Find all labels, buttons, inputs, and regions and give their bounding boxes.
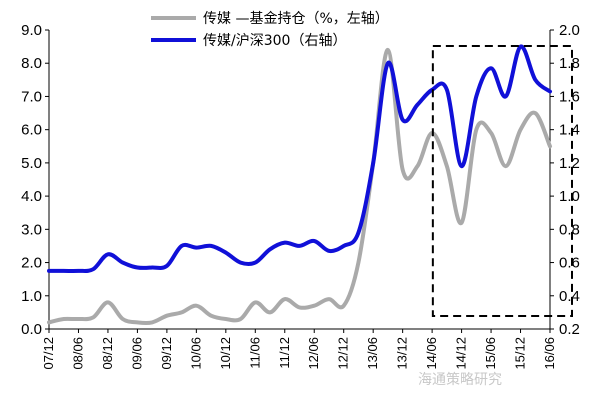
right-y-tick-label: 1.2 — [559, 155, 580, 172]
left-y-tick-label: 5.0 — [21, 155, 42, 172]
x-tick-label: 13/12 — [395, 337, 410, 370]
x-tick-label: 09/06 — [129, 337, 144, 370]
x-tick-label: 14/06 — [424, 337, 439, 370]
right-y-tick-label: 0.4 — [559, 288, 580, 305]
right-y-tick-label: 1.8 — [559, 55, 580, 72]
x-tick-label: 12/12 — [336, 337, 351, 370]
axes — [48, 30, 551, 330]
annotation-box — [431, 45, 573, 317]
right-y-tick-label: 2.0 — [559, 22, 580, 39]
x-tick-label: 10/06 — [188, 337, 203, 370]
left-y-tick-label: 1.0 — [21, 288, 42, 305]
left-y-tick-label: 2.0 — [21, 255, 42, 272]
dashed-highlight-box — [431, 45, 573, 317]
right-y-tick-label: 0.8 — [559, 221, 580, 238]
right-y-ticks: 0.2 0.4 0.6 0.8 1.0 1.2 1.4 1.6 1.8 2.0 — [550, 22, 580, 338]
legend-label-1: 传媒 —基金持仓（%，左轴） — [203, 10, 389, 27]
right-y-tick-label: 0.6 — [559, 255, 580, 272]
watermark-text: 海通策略研究 — [418, 371, 502, 388]
x-tick-label: 16/06 — [542, 337, 557, 370]
legend-label-2: 传媒/沪深300（右轴） — [203, 33, 346, 49]
x-tick-label: 08/06 — [70, 337, 85, 370]
left-y-tick-label: 0.0 — [21, 321, 42, 338]
series-lines — [47, 44, 552, 326]
right-y-tick-label: 0.2 — [559, 321, 580, 338]
series-line-1 — [47, 47, 552, 326]
x-tick-label: 08/12 — [100, 337, 115, 370]
x-tick-label: 14/12 — [454, 337, 469, 370]
series-line-2 — [47, 44, 552, 273]
left-y-tick-label: 9.0 — [21, 22, 42, 39]
legend: 传媒 —基金持仓（%，左轴） 传媒/沪深300（右轴） — [151, 10, 389, 49]
x-ticks: 07/12 08/06 08/12 09/06 09/12 10/06 10/12 11/06… — [41, 329, 557, 370]
x-tick-label: 15/12 — [513, 337, 528, 370]
watermark: 海通策略研究 — [418, 371, 502, 388]
right-y-tick-label: 1.4 — [559, 122, 580, 139]
left-y-ticks: 0.0 1.0 2.0 3.0 4.0 5.0 6.0 7.0 8.0 9.0 — [21, 22, 49, 338]
x-tick-label: 13/06 — [365, 337, 380, 370]
left-y-tick-label: 8.0 — [21, 55, 42, 72]
x-tick-label: 15/06 — [483, 337, 498, 370]
left-y-tick-label: 7.0 — [21, 88, 42, 105]
right-y-tick-label: 1.0 — [559, 188, 580, 205]
x-tick-label: 10/12 — [218, 337, 233, 370]
x-tick-label: 07/12 — [41, 337, 56, 370]
x-tick-label: 09/12 — [159, 337, 174, 370]
left-y-tick-label: 6.0 — [21, 122, 42, 139]
left-y-tick-label: 4.0 — [21, 188, 42, 205]
x-tick-label: 11/12 — [277, 337, 292, 369]
x-tick-label: 11/06 — [247, 337, 262, 369]
x-tick-label: 12/06 — [306, 337, 321, 370]
left-y-tick-label: 3.0 — [21, 221, 42, 238]
right-y-tick-label: 1.6 — [559, 88, 580, 105]
